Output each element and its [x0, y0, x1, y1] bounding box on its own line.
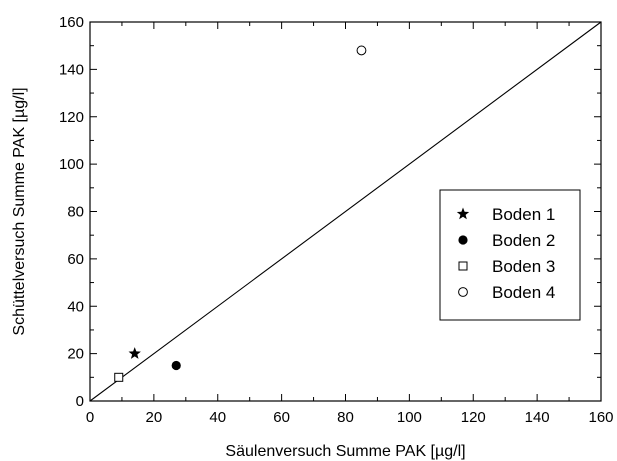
y-tick-label: 100 [59, 156, 84, 173]
legend-label: Boden 2 [492, 231, 555, 250]
data-point [128, 347, 141, 359]
x-tick-label: 20 [146, 409, 163, 426]
y-tick-label: 20 [67, 346, 84, 363]
y-tick-label: 120 [59, 109, 84, 126]
data-point [356, 45, 367, 56]
x-tick-label: 120 [461, 409, 486, 426]
data-point [171, 360, 181, 371]
y-tick-label: 80 [67, 204, 84, 221]
legend-label: Boden 4 [492, 283, 555, 302]
axis-ticks: 0 20 40 60 80 100 120 140 160 0 20 40 60 80 100 120 140 1… [59, 14, 614, 426]
y-tick-label: 60 [67, 251, 84, 268]
y-tick-label: 40 [67, 298, 84, 315]
y-tick-label: 140 [59, 61, 84, 78]
x-axis-label: Säulenversuch Summe PAK [µg/l] [225, 443, 465, 460]
reference-diagonal-line [89, 21, 602, 402]
legend-marker [456, 207, 470, 220]
x-tick-label: 40 [209, 409, 226, 426]
legend-marker [458, 235, 468, 245]
x-tick-label: 140 [525, 409, 550, 426]
legend-marker [458, 287, 468, 297]
x-tick-label: 60 [273, 409, 290, 426]
y-axis-label: Schüttelversuch Summe PAK [µg/l] [11, 87, 28, 335]
y-tick-label: 0 [76, 393, 84, 410]
legend-marker [458, 261, 468, 271]
y-tick-label: 160 [59, 14, 84, 31]
data-point [114, 372, 124, 382]
x-tick-label: 0 [86, 409, 94, 426]
x-tick-label: 100 [397, 409, 422, 426]
legend: Boden 1 Boden 2 Boden 3 Boden 4 [439, 189, 581, 321]
data-points [114, 45, 367, 382]
legend-label: Boden 3 [492, 257, 555, 276]
x-tick-label: 80 [337, 409, 354, 426]
x-tick-label: 160 [588, 409, 613, 426]
legend-label: Boden 1 [492, 205, 555, 224]
